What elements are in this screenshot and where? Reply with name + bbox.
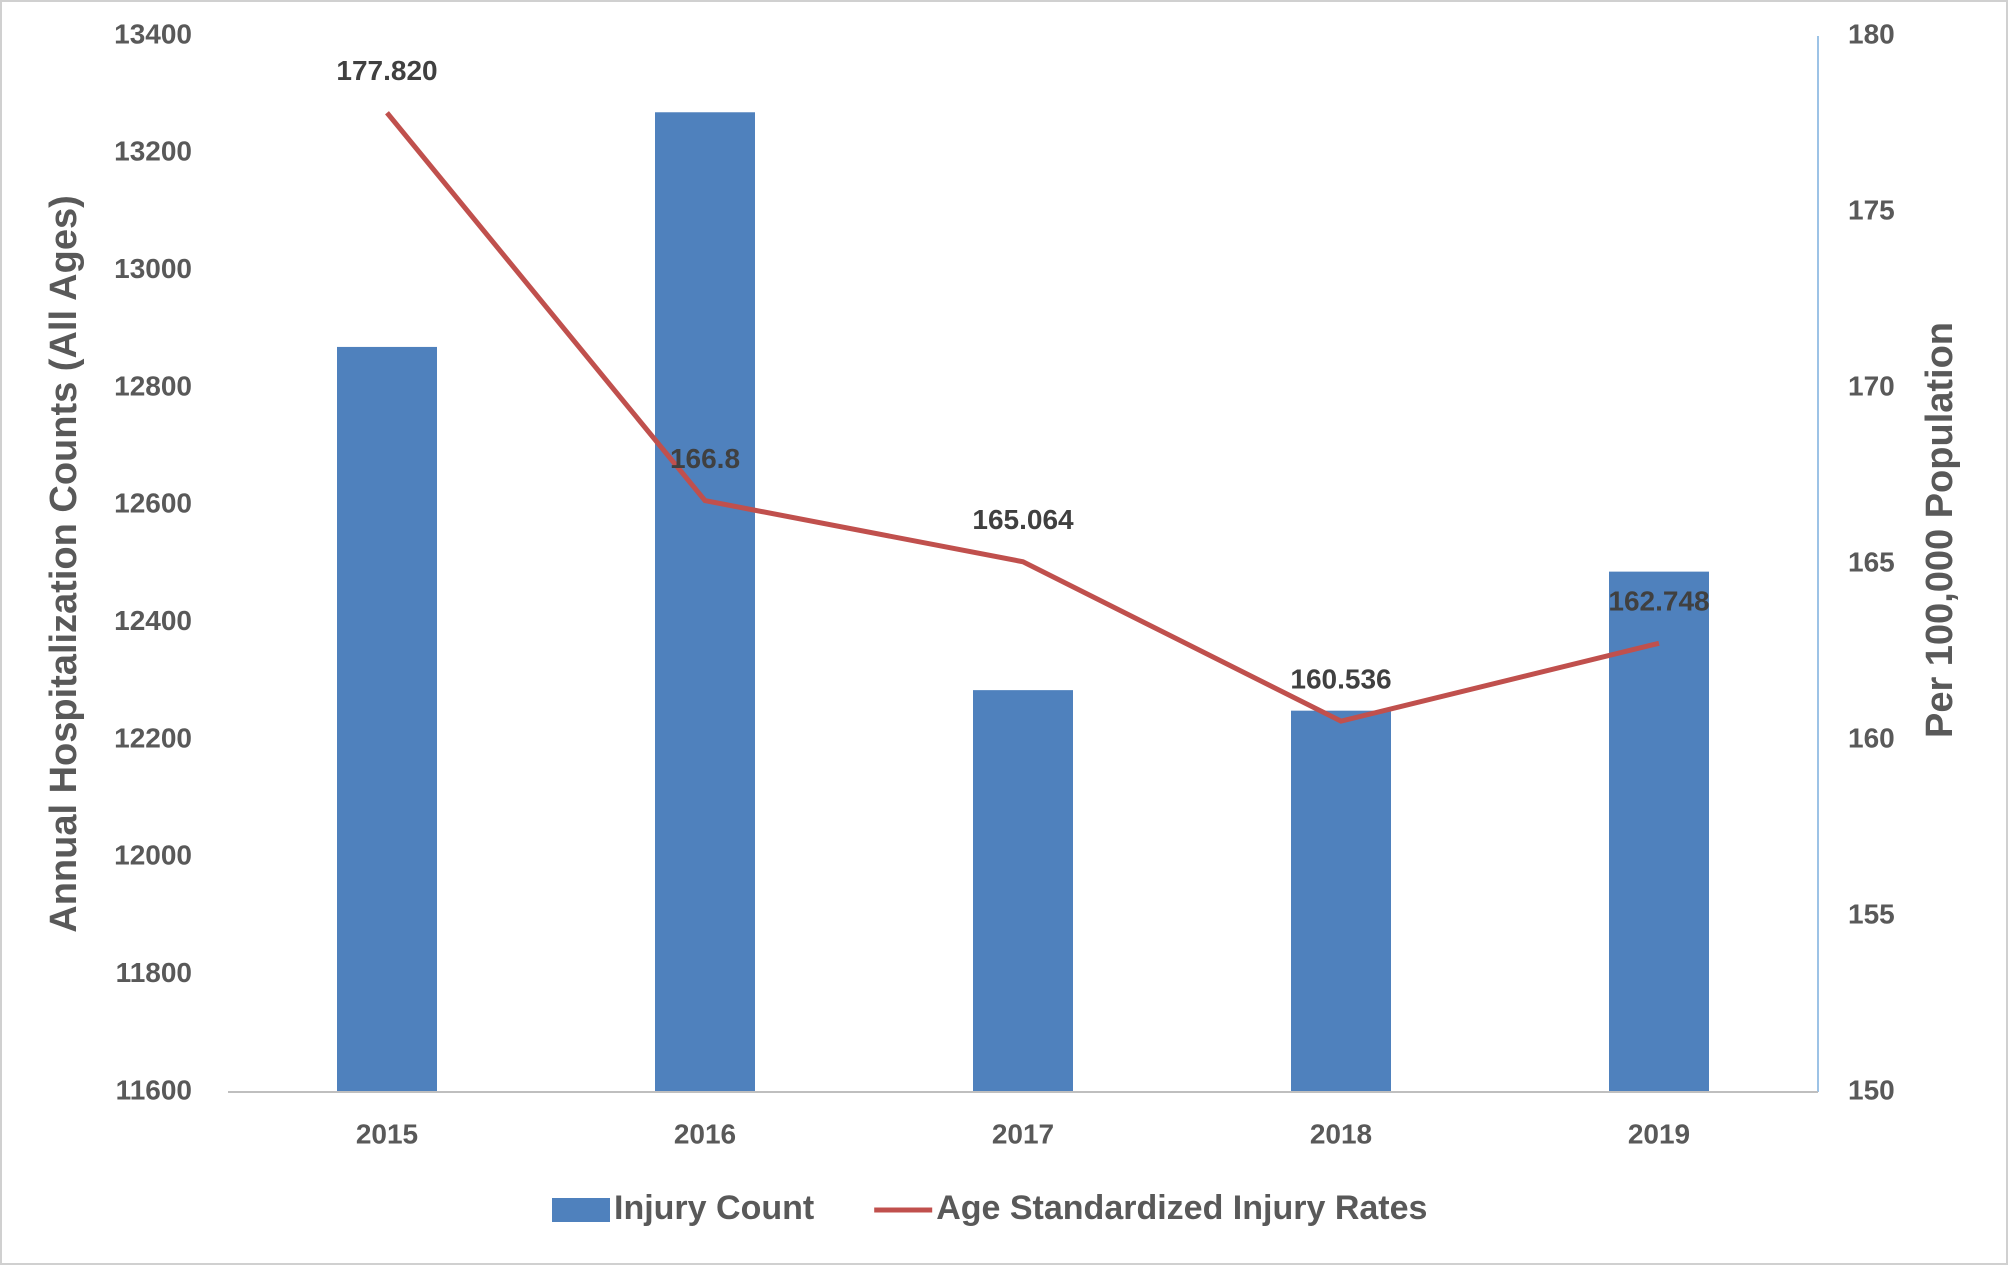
data-label: 177.820 — [336, 55, 437, 86]
y-tick-label: 12800 — [114, 370, 192, 401]
y2-tick-label: 170 — [1848, 370, 1895, 401]
x-tick-label: 2017 — [992, 1118, 1054, 1149]
y-tick-label: 12000 — [114, 840, 192, 871]
y-tick-label: 11800 — [116, 957, 192, 988]
x-tick-label: 2015 — [356, 1118, 418, 1149]
y-tick-label: 11600 — [116, 1074, 192, 1105]
x-tick-label: 2018 — [1310, 1118, 1372, 1149]
legend-label: Age Standardized Injury Rates — [936, 1189, 1427, 1227]
y-axis-title: Annual Hospitalization Counts (All Ages) — [43, 195, 85, 932]
y2-tick-label: 150 — [1848, 1074, 1895, 1105]
y-tick-label: 13400 — [114, 18, 192, 49]
data-label: 160.536 — [1290, 664, 1391, 695]
y2-tick-label: 180 — [1848, 18, 1895, 49]
data-label: 162.748 — [1608, 586, 1709, 617]
y-tick-label: 12400 — [114, 605, 192, 636]
y-tick-label: 12200 — [114, 722, 192, 753]
y-tick-label: 13200 — [114, 136, 192, 167]
y2-axis-title: Per 100,000 Population — [1919, 322, 1961, 738]
bar — [655, 112, 755, 1093]
y2-tick-label: 155 — [1848, 898, 1895, 929]
y2-tick-label: 175 — [1848, 194, 1895, 225]
y-tick-label: 13000 — [114, 253, 192, 284]
y2-tick-label: 165 — [1848, 546, 1895, 577]
data-label: 166.8 — [670, 443, 740, 474]
x-tick-label: 2019 — [1628, 1118, 1690, 1149]
legend-swatch — [552, 1198, 610, 1222]
bar — [1291, 710, 1391, 1092]
bar — [1609, 571, 1709, 1092]
bar — [973, 690, 1073, 1092]
y-tick-label: 12600 — [114, 488, 192, 519]
legend-label: Injury Count — [614, 1189, 814, 1227]
y2-tick-label: 160 — [1848, 722, 1895, 753]
line — [385, 111, 1660, 724]
x-tick-label: 2016 — [674, 1118, 736, 1149]
bar — [337, 346, 437, 1092]
data-label: 165.064 — [972, 504, 1074, 535]
